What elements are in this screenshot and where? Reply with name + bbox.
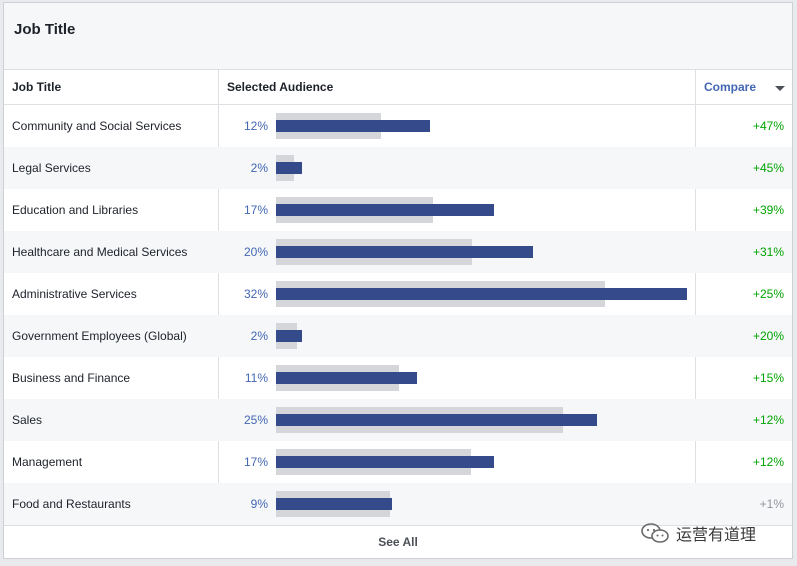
table-row: Business and Finance 11% +15% — [4, 357, 792, 399]
chevron-down-icon[interactable] — [775, 86, 785, 91]
compare-value: +39% — [752, 203, 784, 217]
compare-value: +12% — [752, 413, 784, 427]
column-divider — [695, 70, 696, 525]
selected-audience-bar — [276, 456, 494, 468]
table-row: Healthcare and Medical Services 20% +31% — [4, 231, 792, 273]
compare-value: +25% — [752, 287, 784, 301]
table-row: Community and Social Services 12% +47% — [4, 105, 792, 147]
table-row: Management 17% +12% — [4, 441, 792, 483]
job-title-label: Food and Restaurants — [12, 497, 131, 511]
selected-percent: 2% — [250, 161, 268, 175]
compare-dropdown[interactable]: Compare — [704, 80, 757, 94]
selected-percent: 25% — [243, 413, 268, 427]
compare-value: +1% — [759, 497, 784, 511]
job-title-label: Legal Services — [12, 161, 91, 175]
selected-audience-bar — [276, 204, 494, 216]
card-header: Job Title — [4, 3, 792, 70]
selected-percent: 17% — [243, 455, 268, 469]
column-header-job-title: Job Title — [12, 80, 62, 94]
table-row: Legal Services 2% +45% — [4, 147, 792, 189]
selected-percent: 9% — [250, 497, 268, 511]
column-divider — [218, 70, 219, 525]
watermark-text: 运营有道理 — [676, 525, 757, 544]
job-title-label: Education and Libraries — [12, 203, 139, 217]
table-row: Sales 25% +12% — [4, 399, 792, 441]
wechat-icon — [641, 523, 669, 543]
selected-audience-bar — [276, 120, 430, 132]
compare-value: +47% — [752, 119, 784, 133]
table-header: Job Title Selected Audience Compare — [4, 70, 792, 105]
selected-percent: 11% — [244, 371, 268, 385]
selected-audience-bar — [276, 498, 392, 510]
selected-percent: 20% — [243, 245, 268, 259]
table-row: Government Employees (Global) 2% +20% — [4, 315, 792, 357]
selected-percent: 17% — [243, 203, 268, 217]
job-title-label: Administrative Services — [12, 287, 137, 301]
job-title-label: Government Employees (Global) — [12, 329, 187, 343]
job-title-label: Business and Finance — [12, 371, 131, 385]
job-title-label: Healthcare and Medical Services — [12, 245, 188, 259]
selected-audience-bar — [276, 330, 302, 342]
job-title-card: Job Title Job Title Selected Audience Co… — [3, 2, 793, 559]
selected-audience-bar — [276, 288, 687, 300]
compare-value: +15% — [752, 371, 784, 385]
selected-percent: 2% — [250, 329, 268, 343]
job-title-label: Community and Social Services — [12, 119, 182, 133]
selected-percent: 12% — [243, 119, 268, 133]
compare-value: +20% — [752, 329, 784, 343]
compare-value: +31% — [752, 245, 784, 259]
selected-audience-bar — [276, 246, 533, 258]
selected-audience-bar — [276, 372, 417, 384]
selected-audience-bar — [276, 162, 302, 174]
card-title: Job Title — [14, 21, 76, 38]
job-title-label: Sales — [12, 413, 43, 427]
compare-value: +45% — [752, 161, 784, 175]
see-all-link[interactable]: See All — [378, 535, 418, 549]
table-row: Education and Libraries 17% +39% — [4, 189, 792, 231]
table-row: Food and Restaurants 9% +1% — [4, 483, 792, 525]
column-header-selected-audience: Selected Audience — [227, 80, 334, 94]
table-body: Community and Social Services 12% +47% Lega… — [4, 105, 792, 525]
selected-audience-bar — [276, 414, 597, 426]
table-row: Administrative Services 32% +25% — [4, 273, 792, 315]
selected-percent: 32% — [243, 287, 268, 301]
watermark: 运营有道理 — [640, 520, 756, 546]
compare-value: +12% — [752, 455, 784, 469]
job-title-label: Management — [12, 455, 83, 469]
